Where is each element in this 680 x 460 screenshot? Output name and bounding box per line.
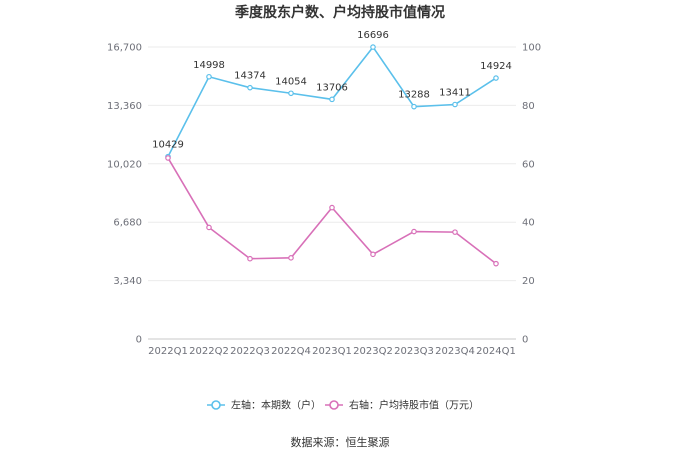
series-line-1 xyxy=(167,157,497,265)
left-axis-tick-label: 13,360 xyxy=(107,101,142,112)
x-axis-tick-label: 2023Q3 xyxy=(394,346,434,357)
axes: 0 0 3,340 20 6,680 40 10,020 60 13,360 80 16,700 10… xyxy=(107,43,541,358)
legend[interactable]: 左轴：本期数（户） 右轴：户均持股市值（万元） xyxy=(207,399,479,412)
left-axis-tick-label: 6,680 xyxy=(113,218,142,229)
left-axis-tick-label: 10,020 xyxy=(107,159,142,170)
series-point-0[interactable] xyxy=(206,73,212,80)
right-axis-tick-label: 20 xyxy=(522,276,535,287)
data-label: 14054 xyxy=(275,76,307,87)
data-label: 13411 xyxy=(439,88,471,99)
right-axis-tick-label: 80 xyxy=(522,101,535,112)
series-point-0[interactable] xyxy=(247,84,253,91)
data-label: 13706 xyxy=(316,82,348,93)
data-labels: 10429 14998 14374 14054 13706 16696 13288 13411… xyxy=(152,30,512,151)
left-axis-tick-label: 3,340 xyxy=(113,276,142,287)
series-point-0[interactable] xyxy=(452,101,458,108)
legend-marker-0 xyxy=(211,400,221,410)
series-point-0[interactable] xyxy=(370,44,376,50)
series-point-1[interactable] xyxy=(370,251,376,258)
data-label: 14374 xyxy=(234,71,266,82)
x-axis-tick-label: 2023Q1 xyxy=(312,346,352,357)
x-axis-tick-label: 2022Q3 xyxy=(230,346,270,357)
legend-label-0[interactable]: 左轴：本期数（户） xyxy=(231,399,321,412)
x-axis-tick-label: 2022Q2 xyxy=(189,346,229,357)
series-point-1[interactable] xyxy=(247,255,253,262)
source-note: 数据来源：恒生聚源 xyxy=(291,435,390,449)
right-axis-tick-label: 60 xyxy=(522,159,535,170)
x-axis-tick-label: 2023Q2 xyxy=(353,346,393,357)
left-axis-tick-label: 0 xyxy=(136,335,142,346)
x-axis-tick-label: 2022Q4 xyxy=(271,346,311,357)
series-point-1[interactable] xyxy=(206,224,212,231)
x-axis-tick-label: 2023Q4 xyxy=(435,346,475,357)
x-axis-tick-label: 2024Q1 xyxy=(476,346,516,357)
chart-title: 季度股东户数、户均持股市值情况 xyxy=(234,4,445,21)
data-label: 14998 xyxy=(193,60,225,71)
series-point-1[interactable] xyxy=(452,229,458,235)
legend-label-1[interactable]: 右轴：户均持股市值（万元） xyxy=(349,399,479,412)
grid-lines xyxy=(148,46,516,340)
series-point-1[interactable] xyxy=(411,228,417,235)
legend-marker-1 xyxy=(329,400,339,410)
series-point-1[interactable] xyxy=(329,204,335,211)
data-label: 10429 xyxy=(152,140,184,151)
right-axis-tick-label: 0 xyxy=(522,335,528,346)
left-axis-tick-label: 16,700 xyxy=(107,43,142,54)
series-point-1[interactable] xyxy=(165,155,171,161)
series-layer xyxy=(165,44,499,267)
series-point-0[interactable] xyxy=(329,96,335,103)
right-axis-tick-label: 40 xyxy=(522,218,535,229)
data-label: 13288 xyxy=(398,90,430,101)
data-label: 14924 xyxy=(480,61,512,72)
series-point-0[interactable] xyxy=(411,103,417,110)
series-point-1[interactable] xyxy=(493,260,499,267)
x-axis-tick-label: 2022Q1 xyxy=(148,346,188,357)
series-point-0[interactable] xyxy=(288,90,294,97)
series-point-0[interactable] xyxy=(493,75,499,81)
right-axis-tick-label: 100 xyxy=(522,43,541,54)
series-point-1[interactable] xyxy=(288,255,294,261)
data-label: 16696 xyxy=(357,30,389,41)
